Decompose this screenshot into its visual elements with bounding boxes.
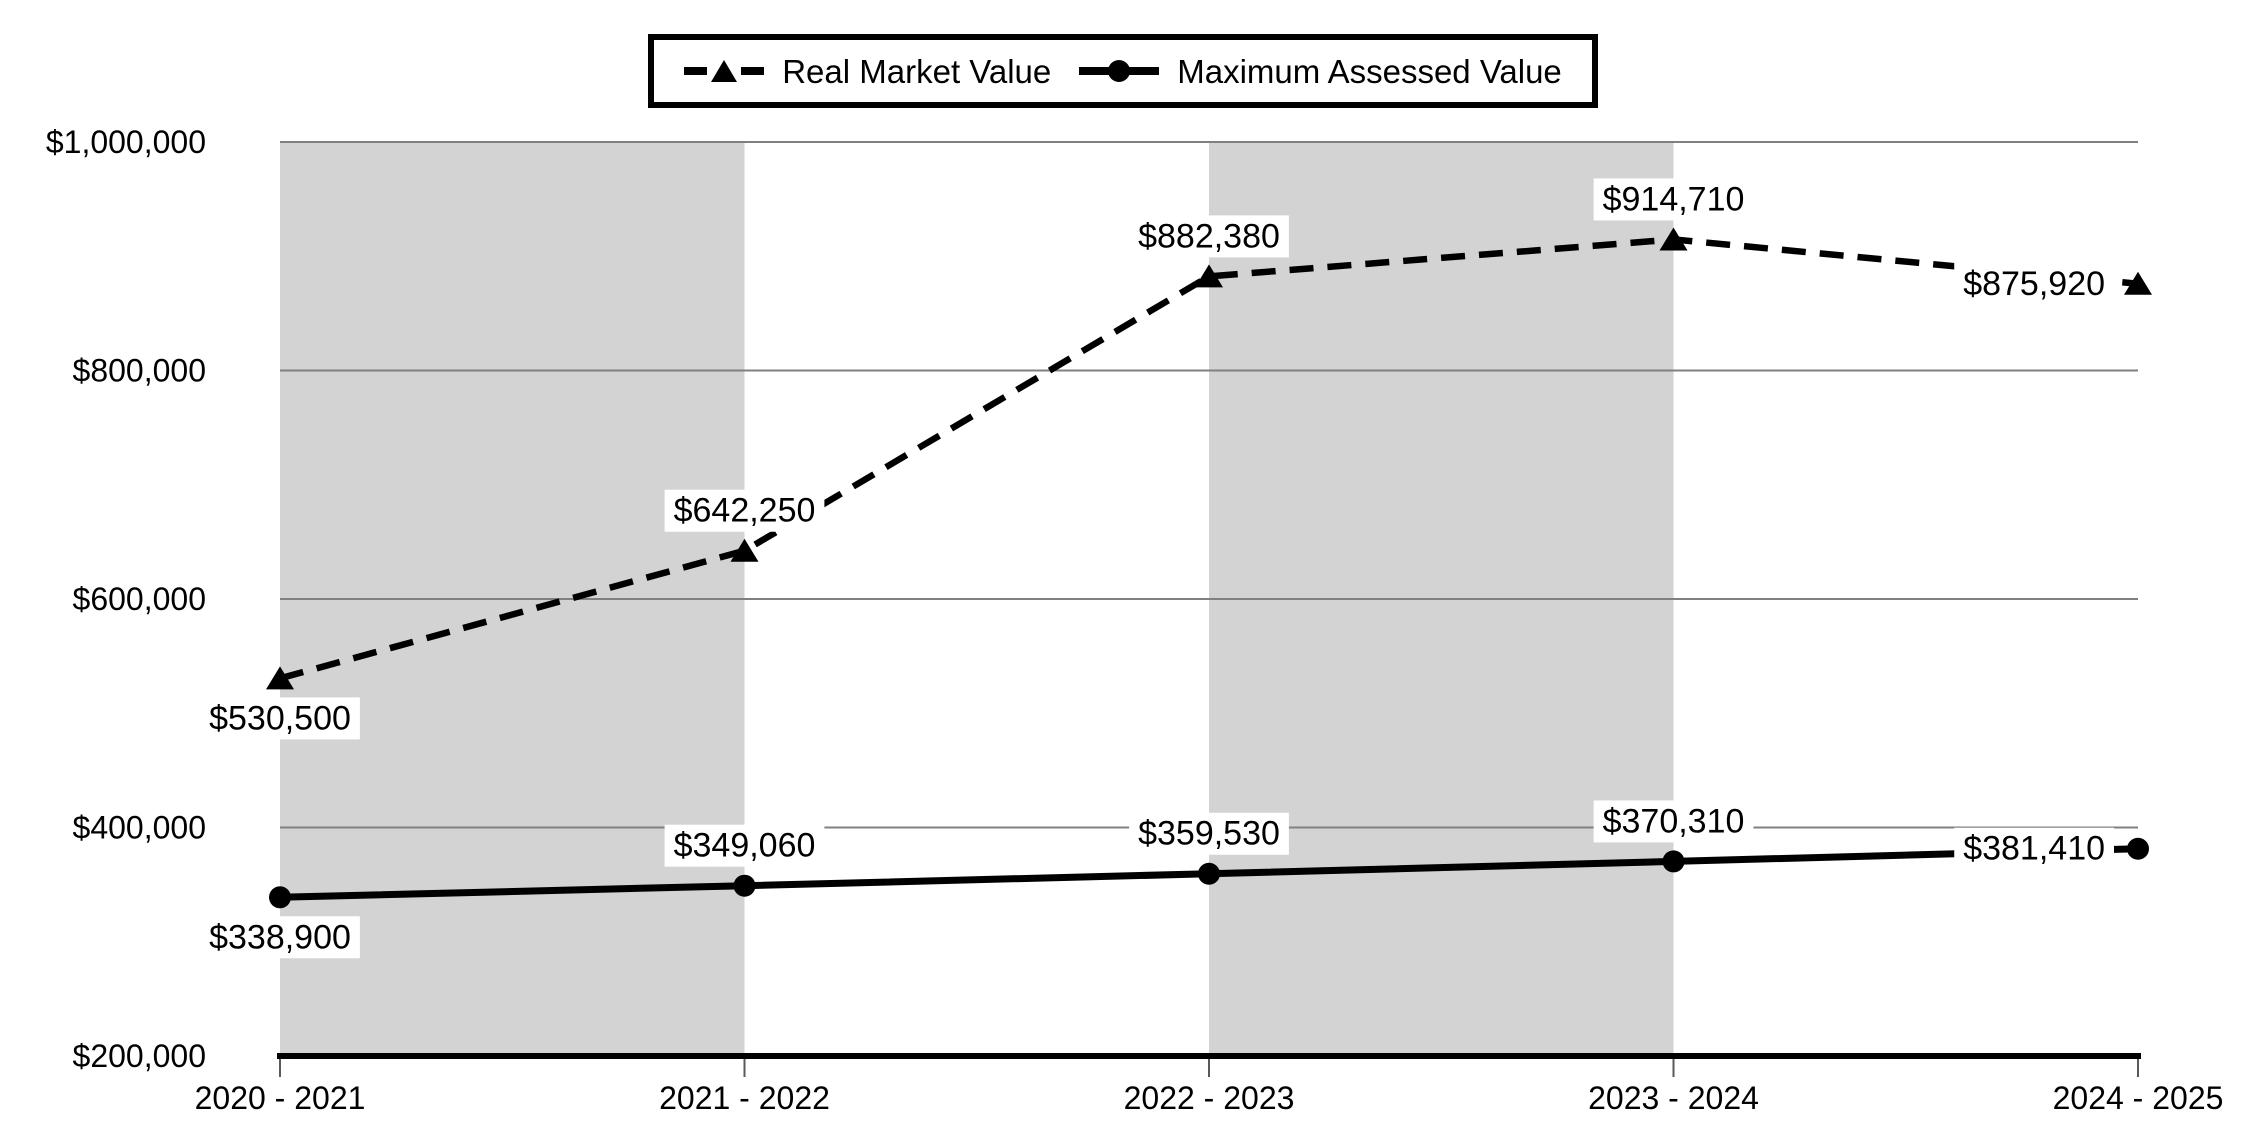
y-axis-label: $200,000 xyxy=(73,1038,206,1074)
data-point-marker-real-market-value xyxy=(730,538,759,562)
y-axis-label: $400,000 xyxy=(73,810,206,846)
y-axis-label: $800,000 xyxy=(73,353,206,389)
data-label-bg xyxy=(664,489,825,532)
data-label-real-market-value: $882,380 xyxy=(1138,217,1280,255)
data-point-marker-maximum-assessed-value xyxy=(269,886,291,909)
data-point-marker-real-market-value xyxy=(2124,271,2152,295)
y-axis-label: $1,000,000 xyxy=(46,124,206,160)
series-line-real-market-value xyxy=(279,236,2139,682)
data-label-bg xyxy=(200,916,360,959)
x-axis-label: 2023 - 2024 xyxy=(1588,1080,1759,1116)
data-point-marker-real-market-value xyxy=(1195,264,1223,288)
data-label-bg xyxy=(1129,812,1289,855)
data-point-marker-real-market-value xyxy=(1659,227,1688,251)
legend-label-real-market-value: Real Market Value xyxy=(782,52,1052,90)
data-label-real-market-value: $914,710 xyxy=(1603,180,1745,218)
dashed-line-triangle-marker-icon xyxy=(684,60,765,82)
chart-legend: Real Market Value Maximum Assessed Value xyxy=(648,34,1598,108)
data-point-marker-maximum-assessed-value xyxy=(1662,850,1685,873)
data-label-real-market-value: $642,250 xyxy=(674,492,816,530)
data-label-real-market-value: $530,500 xyxy=(209,699,351,737)
x-axis-label: 2021 - 2022 xyxy=(659,1080,830,1116)
data-label-real-market-value: $875,920 xyxy=(1963,265,2105,303)
data-label-maximum-assessed-value: $370,310 xyxy=(1603,802,1745,840)
data-point-marker-maximum-assessed-value xyxy=(2127,837,2149,860)
data-label-bg xyxy=(1593,178,1754,221)
data-label-bg xyxy=(1954,262,2114,305)
data-label-bg xyxy=(664,824,825,867)
data-label-maximum-assessed-value: $359,530 xyxy=(1138,815,1280,853)
data-point-marker-maximum-assessed-value xyxy=(1198,862,1220,885)
data-label-bg xyxy=(1593,800,1754,843)
data-label-maximum-assessed-value: $381,410 xyxy=(1963,830,2105,868)
data-point-marker-real-market-value xyxy=(266,666,294,690)
data-label-bg xyxy=(1954,827,2114,870)
x-axis-label: 2020 - 2021 xyxy=(195,1080,366,1116)
legend-item-real-market-value: Real Market Value xyxy=(684,55,1051,88)
data-point-marker-maximum-assessed-value xyxy=(733,874,756,897)
y-axis-label: $600,000 xyxy=(73,581,206,617)
data-label-bg xyxy=(1129,215,1289,258)
legend-label-maximum-assessed-value: Maximum Assessed Value xyxy=(1177,52,1562,90)
x-axis-label: 2024 - 2025 xyxy=(2053,1080,2224,1116)
solid-line-circle-marker-icon xyxy=(1079,60,1160,82)
data-label-maximum-assessed-value: $338,900 xyxy=(209,918,351,956)
data-label-bg xyxy=(200,697,360,740)
x-axis-label: 2022 - 2023 xyxy=(1124,1080,1295,1116)
data-label-maximum-assessed-value: $349,060 xyxy=(674,827,816,865)
legend-item-maximum-assessed-value: Maximum Assessed Value xyxy=(1079,55,1562,88)
